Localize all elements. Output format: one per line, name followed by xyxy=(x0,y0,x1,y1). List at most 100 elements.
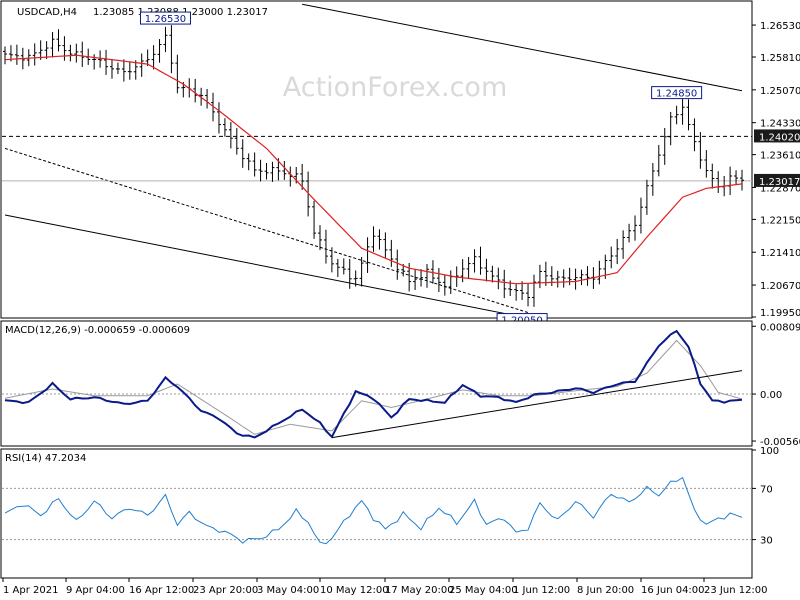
price-bar xyxy=(62,36,67,61)
price-bar xyxy=(555,270,560,288)
price-tick-label: 1.21410 xyxy=(760,248,800,259)
price-bar xyxy=(413,268,418,291)
annotation-box-0 xyxy=(139,11,191,25)
price-bar xyxy=(621,230,626,259)
price-bar xyxy=(674,105,679,125)
price-bar xyxy=(650,163,655,196)
price-tick-label: 1.25070 xyxy=(760,86,800,97)
price-bar xyxy=(133,60,138,80)
price-bar xyxy=(74,43,79,63)
price-bar xyxy=(383,232,388,259)
price-bar xyxy=(359,256,364,287)
time-tick-label: 25 May 04:00 xyxy=(449,585,518,596)
rsi-tick-label: 30 xyxy=(760,536,773,547)
time-tick-label: 23 Apr 20:00 xyxy=(193,585,258,596)
price-bar xyxy=(68,44,73,62)
price-bar xyxy=(323,229,328,264)
macd-lines xyxy=(2,329,752,439)
price-bar xyxy=(573,268,578,290)
price-bar xyxy=(300,163,305,190)
price-trendlines xyxy=(4,3,743,318)
price-bar xyxy=(466,256,471,279)
price-bars xyxy=(3,25,744,307)
price-bar xyxy=(228,122,233,149)
price-bar xyxy=(526,283,531,307)
price-bar xyxy=(211,92,216,122)
price-bar xyxy=(419,269,424,287)
price-bar xyxy=(258,159,263,182)
price-bar xyxy=(270,161,275,182)
annotation-box-1 xyxy=(651,86,703,100)
last-price-tag-label: 1.23017 xyxy=(759,177,800,188)
macd-label: MACD(12,26,9) -0.000659 -0.000609 xyxy=(5,325,190,336)
price-trendline-2 xyxy=(4,147,529,314)
price-bar xyxy=(395,249,400,280)
price-bar xyxy=(615,238,620,265)
price-bar xyxy=(633,215,638,241)
price-bar xyxy=(32,43,37,66)
price-bar xyxy=(121,59,126,82)
price-bar xyxy=(734,170,739,185)
annotation-label-1: 1.24850 xyxy=(656,89,697,100)
price-bar xyxy=(484,258,489,282)
macd-pane-frame xyxy=(0,320,753,447)
time-tick-label: 9 Apr 04:00 xyxy=(66,585,125,596)
price-bar xyxy=(371,226,376,252)
rsi-label: RSI(14) 47.2034 xyxy=(5,453,86,464)
macd-trendline xyxy=(331,370,743,439)
price-bar xyxy=(98,50,103,68)
price-bar xyxy=(216,102,221,134)
price-bar xyxy=(668,111,673,146)
price-bar xyxy=(104,49,109,75)
price-pane: ActionForex.com USDCAD,H4 1.23085 1.2308… xyxy=(0,0,800,327)
rsi-tick-label: 100 xyxy=(760,446,779,457)
resistance-tag-box xyxy=(754,129,800,143)
price-bar xyxy=(496,267,501,290)
price-bar xyxy=(347,258,352,289)
rsi-pane: RSI(14) 47.2034 100 70 30 xyxy=(0,446,779,579)
price-bar xyxy=(44,41,49,60)
time-tick-label: 16 Apr 12:00 xyxy=(129,585,194,596)
time-tick-label: 10 May 12:00 xyxy=(320,585,389,596)
price-bar xyxy=(597,260,602,285)
price-tick-label: 1.20670 xyxy=(760,281,800,292)
rsi-tick-label: 70 xyxy=(760,484,773,495)
time-tick-label: 23 Jun 12:00 xyxy=(704,585,768,596)
price-bar xyxy=(502,269,507,299)
price-bar xyxy=(710,163,715,189)
rsi-line xyxy=(4,476,743,545)
price-bar xyxy=(234,128,239,155)
price-bar xyxy=(312,200,317,239)
price-bar xyxy=(436,267,441,292)
ma-line xyxy=(4,54,743,285)
price-trendline-1 xyxy=(4,214,523,318)
time-tick-label: 3 May 04:00 xyxy=(257,585,319,596)
price-bar xyxy=(163,26,168,53)
price-bar xyxy=(365,237,370,273)
price-tick-label: 1.25810 xyxy=(760,53,800,64)
price-bar xyxy=(157,39,162,63)
price-bar xyxy=(644,179,649,215)
rsi-pane-frame xyxy=(0,448,753,579)
price-bar xyxy=(139,53,144,77)
macd-tick-label: -0.005608 xyxy=(760,437,800,448)
price-bar xyxy=(514,284,519,301)
price-bar xyxy=(335,258,340,278)
price-bar xyxy=(537,264,542,289)
last-price-tag-box xyxy=(754,173,800,187)
price-bar xyxy=(169,25,174,74)
symbol-label: USDCAD,H4 xyxy=(17,7,77,18)
price-bar xyxy=(14,44,19,65)
price-tick-label: 1.24330 xyxy=(760,119,800,130)
price-bar xyxy=(377,229,382,250)
macd-tick-label: 0.008091 xyxy=(760,322,800,333)
price-bar xyxy=(531,274,536,307)
price-bar xyxy=(341,258,346,275)
price-bar xyxy=(692,118,697,152)
moving-average xyxy=(4,54,743,285)
price-bar xyxy=(92,54,97,70)
time-tick-label: 17 May 20:00 xyxy=(385,585,454,596)
price-bar xyxy=(80,41,85,67)
price-bar xyxy=(686,99,691,131)
